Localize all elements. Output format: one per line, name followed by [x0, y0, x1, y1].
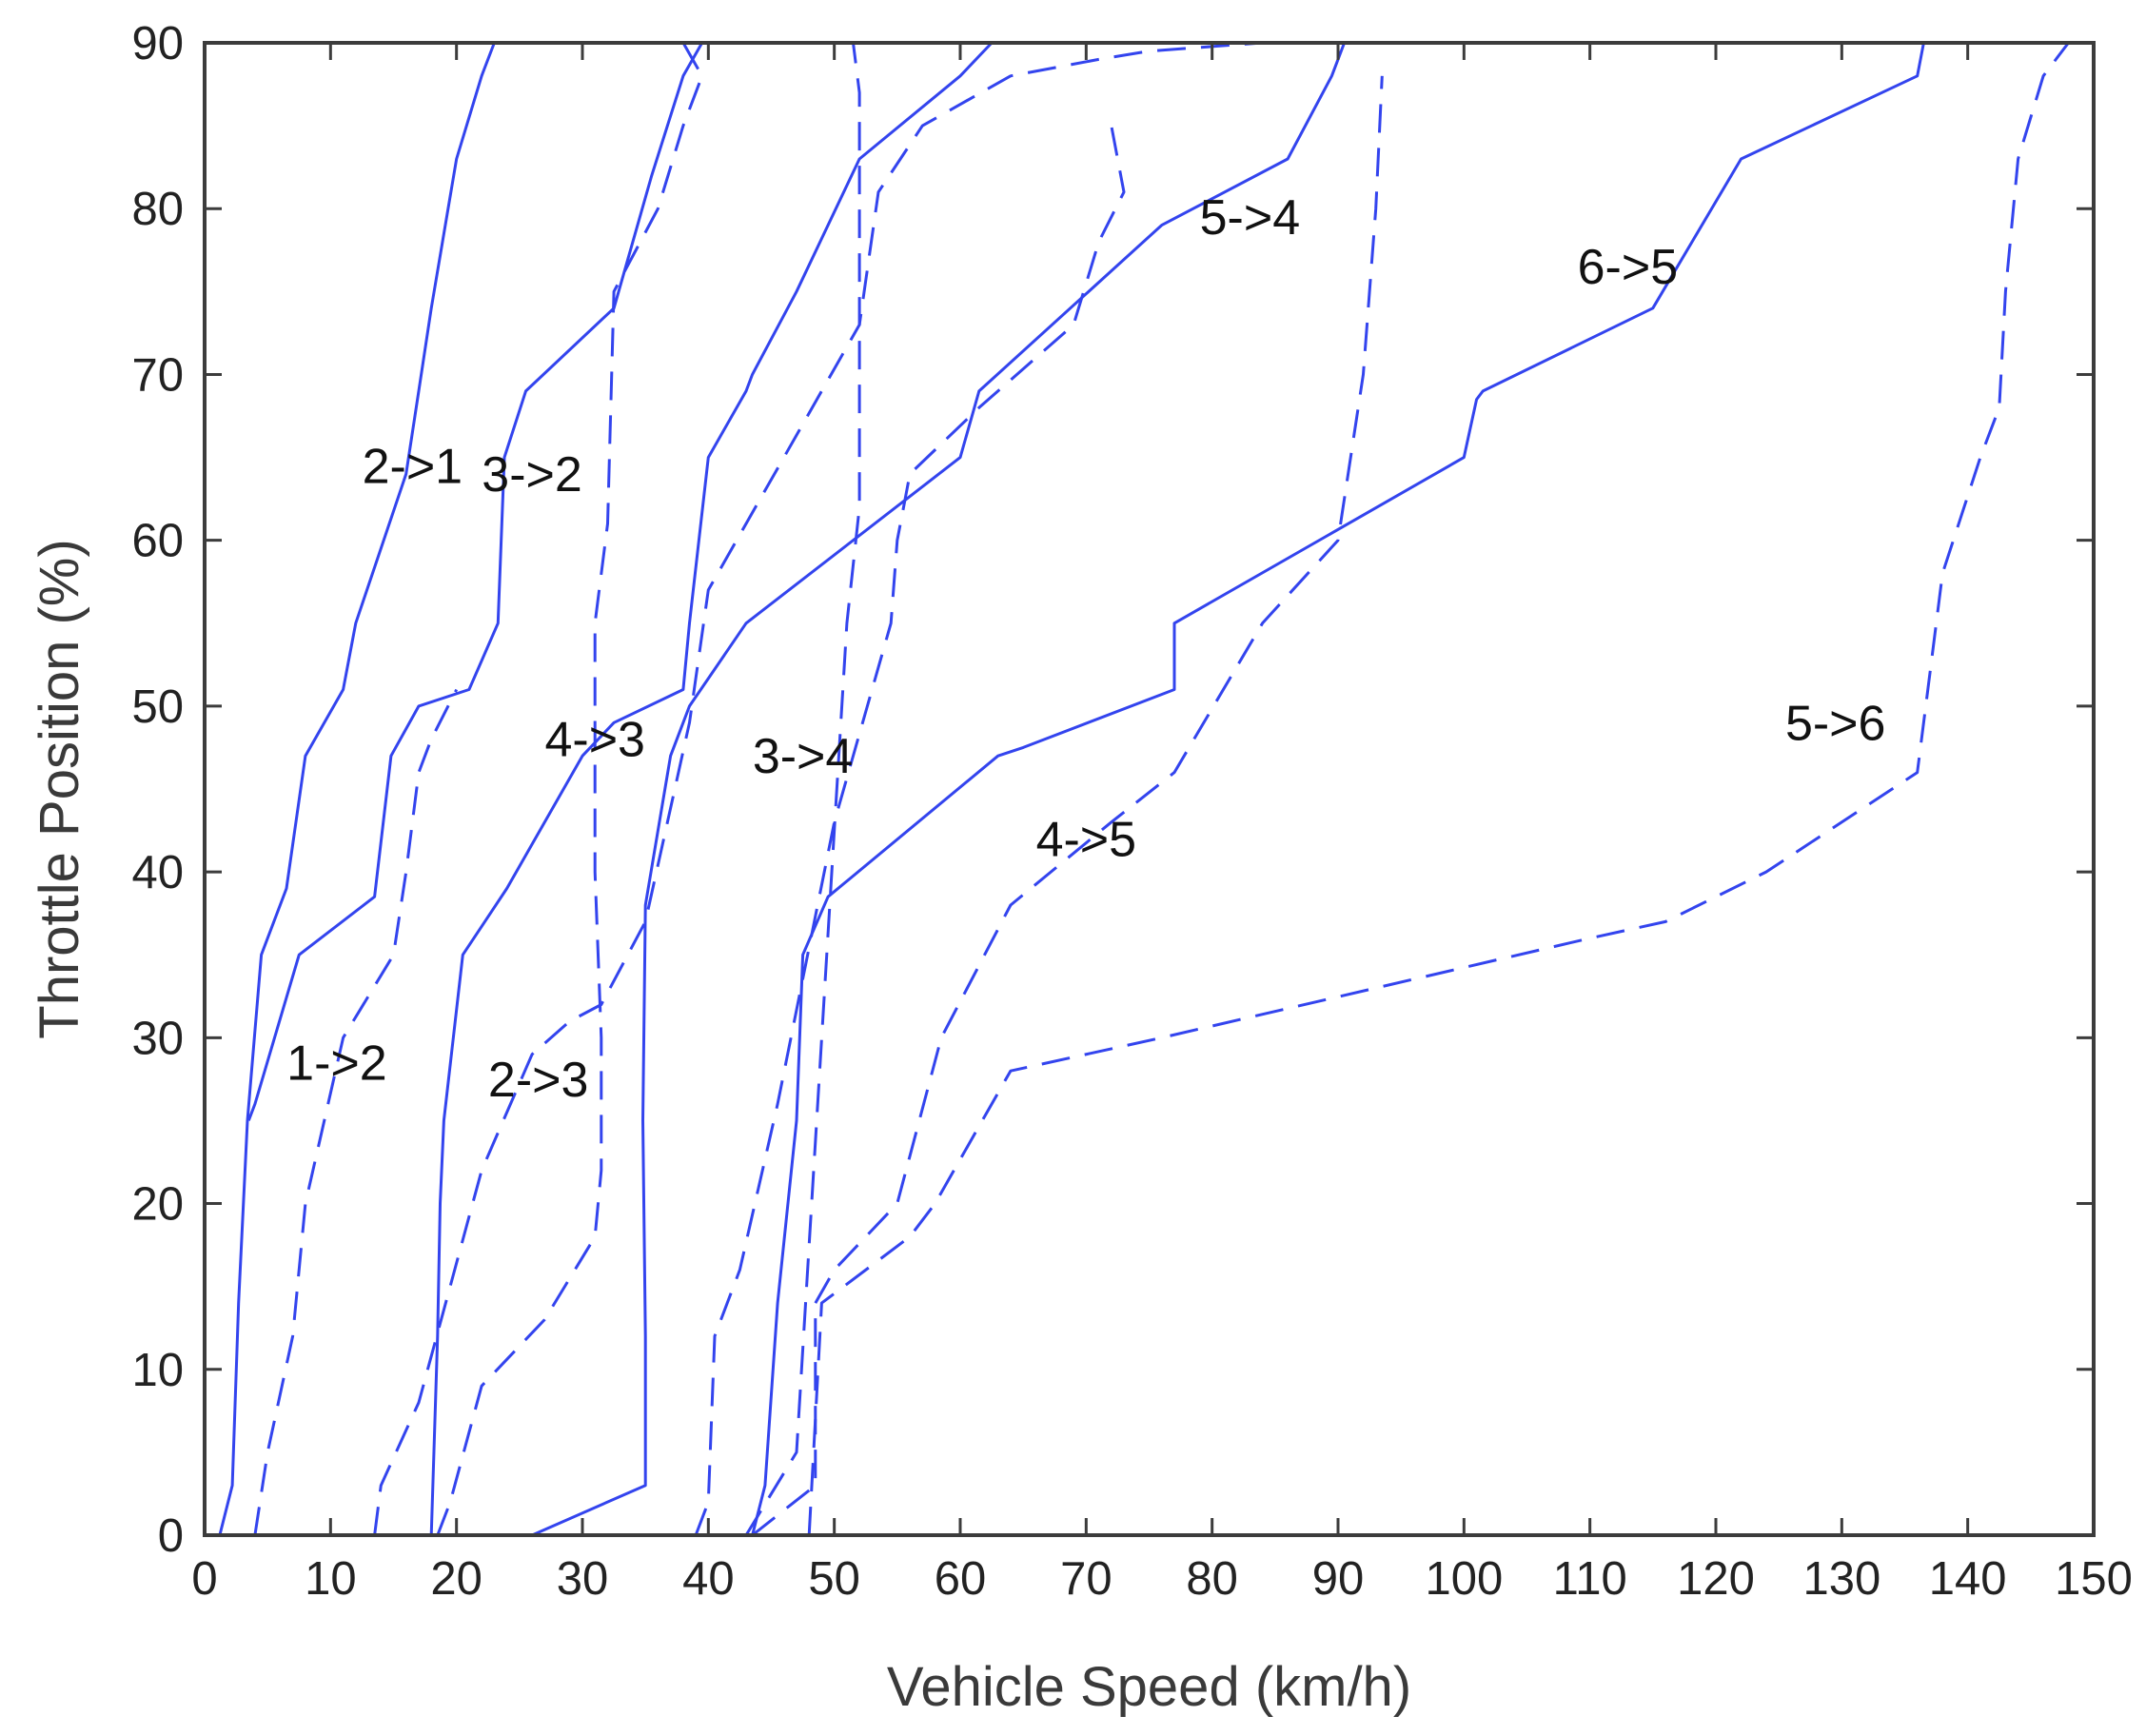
- series-line-dashed-11: [807, 42, 2070, 1536]
- y-tick-label: 90: [131, 18, 184, 69]
- series-line-dashed-10: [751, 75, 1384, 1537]
- y-tick-label: 50: [131, 681, 184, 733]
- y-tick-label: 30: [131, 1013, 184, 1064]
- x-tick-label: 60: [935, 1553, 987, 1605]
- x-tick-label: 10: [305, 1553, 357, 1605]
- curve-label: 4->3: [544, 713, 645, 768]
- curve-label: 5->6: [1785, 696, 1886, 751]
- x-axis-title: Vehicle Speed (km/h): [887, 1656, 1411, 1718]
- x-tick-label: 130: [1802, 1553, 1880, 1605]
- series-line-solid-2: [246, 42, 704, 1121]
- x-tick-label: 0: [191, 1553, 217, 1605]
- series-line-dashed-6: [253, 688, 459, 1536]
- y-tick-label: 20: [131, 1179, 184, 1231]
- y-tick-label: 60: [131, 516, 184, 567]
- curve-label: 2->3: [488, 1053, 589, 1108]
- x-tick-label: 100: [1425, 1553, 1503, 1605]
- series-line-solid-3: [429, 41, 994, 1536]
- x-tick-label: 40: [682, 1553, 735, 1605]
- x-tick-label: 30: [557, 1553, 609, 1605]
- curve-label: 3->2: [482, 447, 582, 503]
- curve-label: 5->4: [1200, 190, 1301, 246]
- series-line-dashed-12: [744, 42, 861, 1536]
- curve-label: 4->5: [1036, 812, 1137, 867]
- series-line-solid-5: [751, 42, 1925, 1536]
- x-tick-label: 90: [1312, 1553, 1365, 1605]
- curve-label: 1->2: [286, 1036, 387, 1091]
- axes-frame: 0 10 20 30 40 50 60 70 80 90 100 110 120 130 140 150 0 10…: [131, 18, 2132, 1605]
- y-tick-label: 0: [158, 1510, 184, 1562]
- x-tick-label: 20: [430, 1553, 482, 1605]
- x-tick-label: 70: [1060, 1553, 1112, 1605]
- curve-label: 2->1: [363, 439, 463, 494]
- x-tick-label: 50: [808, 1553, 860, 1605]
- y-tick-label: 40: [131, 847, 184, 898]
- y-tick-label: 80: [131, 184, 184, 235]
- series-line-dashed-7: [373, 41, 1263, 1536]
- series-line-solid-4: [531, 42, 1347, 1537]
- series-line-dashed-8: [436, 42, 704, 1536]
- plot-frame: [203, 41, 2096, 1537]
- x-tick-label: 120: [1677, 1553, 1755, 1605]
- annotation-layer: 2->1 3->2 4->3 3->4 5->4 6->5 5->6 4->5 1->2 2->3: [286, 190, 1885, 1108]
- y-tick-label: 70: [131, 349, 184, 401]
- y-tick-label: 10: [131, 1345, 184, 1396]
- x-tick-label: 150: [2055, 1553, 2133, 1605]
- x-tick-label: 140: [1929, 1553, 2007, 1605]
- series-line-solid-1: [218, 42, 496, 1536]
- x-tick-label: 80: [1186, 1553, 1238, 1605]
- series-layer: [218, 41, 2070, 1537]
- curve-label: 6->5: [1578, 240, 1679, 295]
- x-tick-label: 110: [1553, 1553, 1627, 1605]
- series-line-dashed-9: [694, 125, 1126, 1536]
- curve-label: 3->4: [753, 729, 854, 784]
- y-axis-title: Throttle Position (%): [29, 539, 90, 1038]
